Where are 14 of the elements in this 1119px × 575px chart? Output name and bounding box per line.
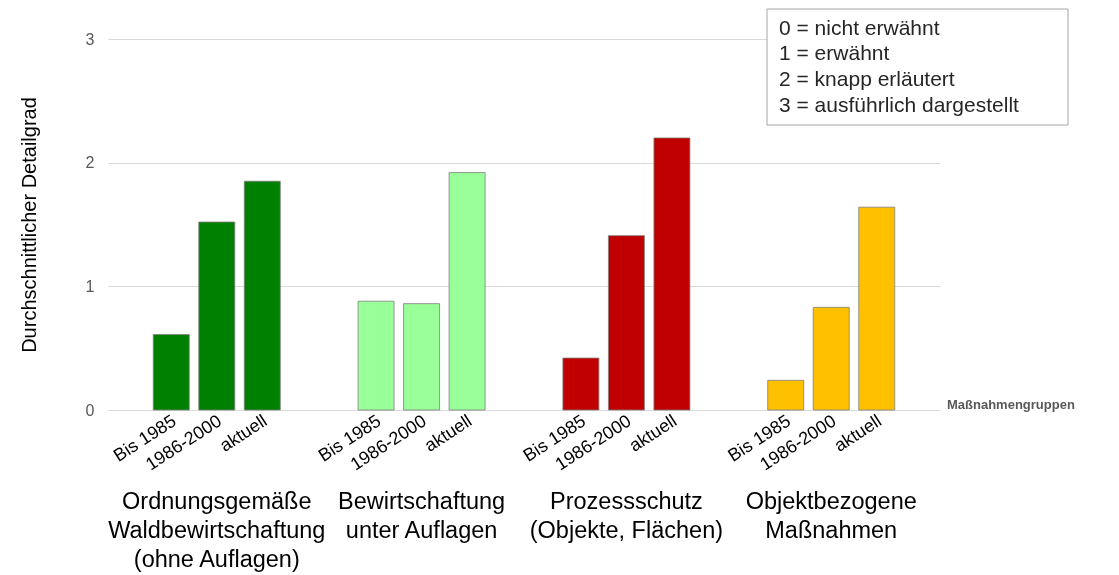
- y-axis-title: Durchschnittlicher Detailgrad: [17, 97, 40, 353]
- x-axis-title: Maßnahmengruppen: [947, 397, 1075, 412]
- y-tick-label: 0: [85, 401, 95, 419]
- x-tick-label: Bewirtschaftung unter Auflagen: [337, 488, 506, 543]
- annotation: 1 = erwähnt: [779, 41, 890, 65]
- text: 0 = nicht erwähnt: [779, 15, 940, 39]
- annotation: 2 = knapp erläutert: [779, 66, 955, 90]
- x-tick-label: Ordnungsgemäße Waldbewirtschaftung (ohne Auflagen): [108, 488, 326, 572]
- annotation: 3 = ausführlich dargestellt: [779, 92, 1020, 116]
- y-tick-label: 2: [85, 154, 95, 172]
- x-tick-label: Objektbezogene Maßnahmen: [745, 488, 917, 543]
- y-tick-label: 1: [85, 277, 95, 295]
- y-tick-label: 3: [85, 30, 95, 48]
- x-tick-label: Prozessschutz (Objekte, Flächen): [529, 488, 724, 543]
